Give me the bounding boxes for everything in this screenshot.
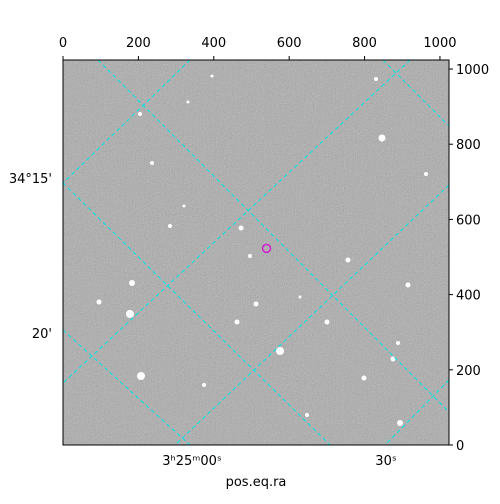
world-grid — [63, 60, 449, 445]
x-axis-label: pos.eq.ra — [226, 475, 287, 490]
star — [378, 134, 386, 142]
star — [168, 224, 172, 228]
star — [138, 112, 142, 116]
star — [129, 280, 135, 286]
sky-image — [63, 60, 449, 445]
star — [126, 310, 134, 318]
ra-tick-label: 30ˢ — [375, 454, 397, 469]
y-tick-label: 400 — [456, 289, 481, 304]
star — [396, 341, 400, 345]
x-tick-label: 600 — [277, 36, 302, 51]
star — [298, 295, 302, 299]
star — [276, 347, 284, 355]
star — [248, 254, 252, 258]
star — [397, 420, 403, 426]
star — [253, 301, 259, 307]
grid-line — [384, 379, 449, 445]
x-tick-label: 400 — [201, 36, 226, 51]
grid-line — [63, 182, 331, 445]
star — [374, 77, 378, 81]
star — [96, 299, 102, 305]
star — [345, 257, 351, 263]
x-tick-label: 800 — [352, 36, 377, 51]
y-tick-label: 0 — [456, 439, 464, 454]
star — [424, 172, 428, 176]
stars — [96, 74, 428, 426]
star — [234, 319, 240, 325]
axes-frame — [62, 59, 450, 446]
grid-line — [63, 60, 191, 184]
target-marker — [261, 243, 272, 254]
grid-line — [97, 60, 449, 413]
star — [186, 100, 190, 104]
x-tick-label: 1000 — [423, 36, 456, 51]
star — [137, 372, 145, 380]
star — [210, 74, 214, 78]
star — [405, 282, 411, 288]
star — [202, 383, 206, 387]
star — [182, 204, 186, 208]
star — [324, 319, 330, 325]
dec-tick-label: 20' — [32, 327, 52, 342]
ra-tick-label: 3ʰ25ᵐ00ˢ — [162, 454, 222, 469]
y-tick-label: 600 — [456, 213, 481, 228]
y-tick-label: 800 — [456, 138, 481, 153]
star — [238, 225, 244, 231]
grid-line — [382, 60, 449, 127]
x-tick-label: 200 — [126, 36, 151, 51]
star — [150, 161, 154, 165]
x-tick-label: 0 — [59, 36, 67, 51]
grid-line — [63, 329, 191, 445]
y-tick-label: 200 — [456, 364, 481, 379]
grid-line — [63, 60, 411, 384]
star — [361, 375, 367, 381]
dec-tick-label: 34°15' — [9, 172, 52, 187]
star — [305, 413, 309, 417]
y-tick-label: 1000 — [456, 63, 489, 78]
